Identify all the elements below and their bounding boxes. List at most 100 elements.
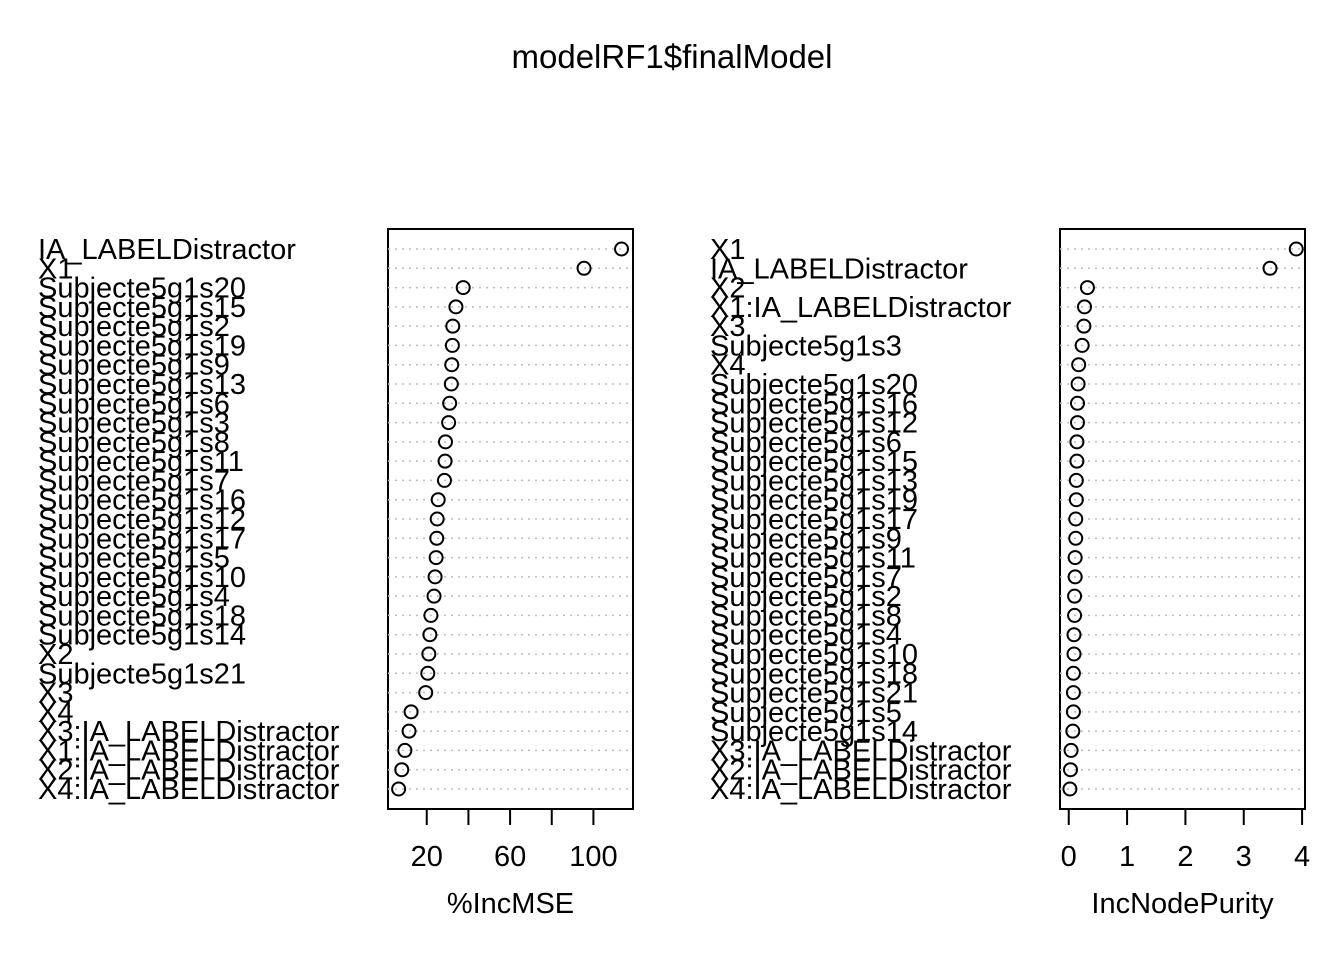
data-point [1069,453,1085,469]
row-label: Subjecte5g1s14 [38,620,246,652]
data-point [1065,704,1081,720]
row-label: Subjecte5g1s7 [710,562,902,594]
row-label: Subjecte5g1s10 [38,562,246,594]
panel-inc-node-purity: X1IA_LABELDistractorX2X1:IA_LABELDistrac… [710,228,1310,920]
row-label: Subjecte5g1s4 [38,581,230,613]
row-label: X3 [710,311,745,343]
row-label: Subjecte5g1s2 [710,581,902,613]
row-label: Subjecte5g1s18 [38,600,246,632]
data-point [1067,569,1083,585]
data-point [1074,337,1090,353]
row-label: Subjecte5g1s3 [38,408,230,440]
row-label: Subjecte5g1s19 [38,330,246,362]
data-point [423,607,439,623]
data-point [397,742,413,758]
data-point [394,762,410,778]
row-label: X2 [710,273,745,305]
data-point [1065,723,1081,739]
data-point [444,357,460,373]
x-tick-label: 3 [1236,841,1252,873]
data-point [445,318,461,334]
data-point [1066,627,1082,643]
row-label: Subjecte5g1s6 [710,427,902,459]
row-label: Subjecte5g1s5 [710,697,902,729]
data-point [426,588,442,604]
row-label: X3:IA_LABELDistractor [710,735,1012,767]
data-point [1063,762,1078,778]
data-point [448,299,464,315]
row-label: X4:IA_LABELDistractor [710,774,1012,806]
data-point [1077,299,1092,315]
data-point [1066,646,1082,662]
x-tick-label: 0 [1061,841,1077,873]
row-label: Subjecte5g1s12 [38,504,246,536]
row-label: Subjecte5g1s18 [710,658,918,690]
x-tick-label: 1 [1119,841,1135,873]
row-label: Subjecte5g1s8 [38,427,230,459]
x-tick-label: 20 [411,841,443,873]
data-point [576,260,592,276]
data-point [436,472,452,488]
row-label: X3 [38,678,73,710]
row-label: Subjecte5g1s3 [710,330,902,362]
data-point [430,492,446,508]
data-point [1071,357,1087,373]
data-point [1070,395,1085,411]
data-point [1067,588,1083,604]
row-label: X4 [710,350,745,382]
x-tick-label: 4 [1294,841,1310,873]
row-label: X4 [38,697,73,729]
data-point [442,395,458,411]
row-label: IA_LABELDistractor [38,234,296,266]
data-point [1068,472,1084,488]
chart-title: modelRF1$finalModel [512,38,833,75]
x-tick-label: 60 [494,841,526,873]
row-label: Subjecte5g1s5 [38,543,230,575]
row-label: Subjecte5g1s12 [710,408,918,440]
data-point [1068,530,1084,546]
x-tick-label: 2 [1177,841,1193,873]
row-label: Subjecte5g1s9 [710,523,902,555]
data-point [1076,318,1092,334]
inc-node-purity-x-axis-title: IncNodePurity [1091,888,1274,920]
row-label: Subjecte5g1s19 [710,485,918,517]
data-point [437,453,453,469]
data-point [1262,260,1278,276]
row-label: Subjecte5g1s9 [38,350,230,382]
row-label: X2 [38,639,73,671]
data-point [1063,742,1079,758]
row-label: Subjecte5g1s11 [710,543,916,575]
row-label: IA_LABELDistractor [710,253,968,285]
data-point [438,434,453,450]
row-label: Subjecte5g1s17 [710,504,918,536]
row-label: Subjecte5g1s15 [710,446,918,478]
row-label: Subjecte5g1s16 [710,388,918,420]
inc-mse-x-axis-title: %IncMSE [447,888,574,920]
data-point [1069,434,1085,450]
row-label: Subjecte5g1s6 [38,388,230,420]
row-label: X2:IA_LABELDistractor [38,755,340,787]
data-point [1079,280,1095,296]
data-point [429,511,445,527]
row-label: Subjecte5g1s17 [38,523,246,555]
panel-inc-mse: IA_LABELDistractorX1Subjecte5g1s20Subjec… [38,228,634,920]
data-point [1062,781,1078,797]
row-label: Subjecte5g1s7 [38,465,230,497]
data-point [441,415,457,431]
row-label: Subjecte5g1s21 [710,678,918,710]
data-point [614,241,630,257]
row-label: Subjecte5g1s20 [710,369,918,401]
row-label: Subjecte5g1s13 [710,465,918,497]
data-point [422,627,438,643]
data-point [1068,511,1084,527]
data-point [418,685,434,701]
data-point [391,781,407,797]
data-point [429,530,445,546]
data-point [403,704,419,720]
row-label: Subjecte5g1s13 [38,369,246,401]
data-point [428,550,444,566]
data-point [1070,376,1086,392]
data-point [401,723,417,739]
data-point [1067,607,1083,623]
row-label: X1:IA_LABELDistractor [38,735,340,767]
